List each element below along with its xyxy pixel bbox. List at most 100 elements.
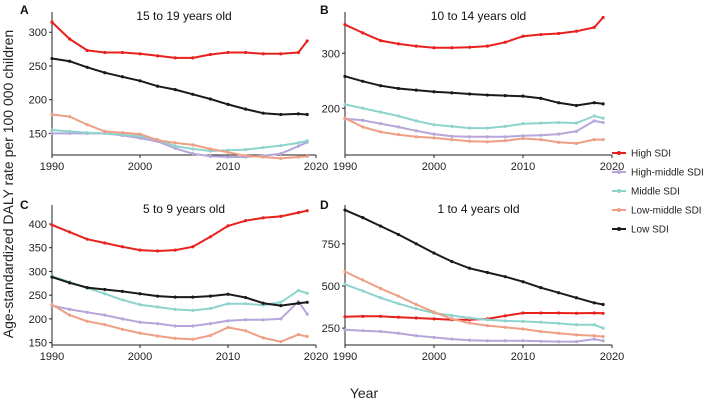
data-point <box>574 141 579 146</box>
data-point <box>361 216 365 220</box>
series-low-middle-sdi <box>343 270 605 339</box>
panel-a: 150 200 250 300 1990 2000 2010 2020 15 to 19 yea… <box>20 3 328 173</box>
data-point <box>468 45 472 49</box>
data-point <box>244 295 248 300</box>
data-point <box>208 235 212 239</box>
data-point <box>414 307 418 311</box>
data-point <box>450 337 454 341</box>
data-point <box>279 143 283 148</box>
data-point <box>173 144 177 148</box>
legend-item: High SDI <box>612 149 671 160</box>
panel-c: 150 200 250 300 350 400 1990 2000 2010 2020 5 to 9… <box>20 198 328 363</box>
data-point <box>343 116 347 120</box>
data-point <box>574 296 579 300</box>
data-point <box>557 132 561 136</box>
data-point <box>396 302 400 306</box>
data-point <box>450 46 454 50</box>
data-point <box>592 138 596 142</box>
data-point <box>592 337 596 341</box>
data-point <box>279 52 283 56</box>
data-point <box>305 334 309 339</box>
data-point <box>173 336 177 340</box>
panel-letter: B <box>320 3 329 17</box>
data-point <box>379 84 383 88</box>
data-point <box>592 301 596 305</box>
data-point <box>50 56 54 61</box>
data-point <box>414 302 418 307</box>
y-axis-title: Age-standardized DALY rate per 100 000 c… <box>0 30 16 338</box>
data-point <box>305 291 309 295</box>
data-point <box>296 112 300 116</box>
data-point <box>244 107 248 111</box>
data-point <box>574 121 579 125</box>
data-point <box>226 102 230 107</box>
data-point <box>50 128 54 132</box>
data-point <box>379 314 383 318</box>
data-point <box>50 112 54 117</box>
data-point <box>138 52 142 56</box>
data-point <box>85 48 89 53</box>
series-line <box>344 283 604 330</box>
data-point <box>279 152 283 156</box>
data-point <box>156 294 160 298</box>
panel-b: 200 300 1990 2000 2010 2020 10 to 14 years old… <box>320 3 624 173</box>
data-point <box>539 32 543 37</box>
data-point <box>68 307 72 312</box>
data-point <box>414 88 418 92</box>
data-point <box>173 56 177 60</box>
data-point <box>592 323 596 327</box>
data-point <box>601 339 605 343</box>
data-point <box>503 124 507 128</box>
data-point <box>261 111 265 115</box>
data-point <box>138 79 142 83</box>
legend-item: Low SDI <box>612 225 669 236</box>
x-tick-label: 2010 <box>216 161 240 173</box>
data-point <box>361 278 365 282</box>
data-point <box>305 39 309 43</box>
data-point <box>379 286 383 291</box>
data-point <box>521 319 525 323</box>
data-point <box>68 114 72 119</box>
legend-marker <box>617 208 621 212</box>
data-point <box>396 42 400 46</box>
data-point <box>485 270 489 275</box>
series-line <box>344 103 604 130</box>
data-point <box>503 314 507 318</box>
data-point <box>574 29 579 33</box>
data-point <box>68 59 72 63</box>
data-point <box>191 308 195 312</box>
data-point <box>226 155 230 159</box>
data-point <box>103 292 107 296</box>
data-point <box>261 216 265 220</box>
series-line <box>51 209 308 252</box>
x-tick-label: 1990 <box>40 351 64 363</box>
data-point <box>557 331 561 335</box>
data-point <box>226 302 230 306</box>
x-tick-label: 2010 <box>511 351 535 363</box>
data-point <box>208 294 212 298</box>
legend-label: High SDI <box>631 149 671 160</box>
data-point <box>557 311 561 315</box>
data-point <box>539 286 543 290</box>
data-point <box>503 139 507 143</box>
series-low-sdi <box>50 275 309 308</box>
data-point <box>68 313 72 317</box>
data-point <box>68 129 72 133</box>
data-point <box>503 135 507 139</box>
y-tick-label: 200 <box>322 103 340 115</box>
data-point <box>557 340 561 344</box>
data-point <box>414 129 418 133</box>
data-point <box>50 131 54 136</box>
data-point <box>396 331 400 335</box>
data-point <box>379 224 383 228</box>
legend: High SDI High-middle SDI Middle SDI Low-mid… <box>612 149 704 236</box>
data-point <box>574 129 579 133</box>
data-point <box>261 318 265 322</box>
x-tick-label: 1990 <box>40 161 64 173</box>
legend-marker <box>617 151 621 155</box>
data-point <box>450 259 454 264</box>
data-point <box>85 319 89 323</box>
data-point <box>432 317 436 321</box>
data-point <box>414 334 418 338</box>
panel-title: 5 to 9 years old <box>143 202 225 216</box>
